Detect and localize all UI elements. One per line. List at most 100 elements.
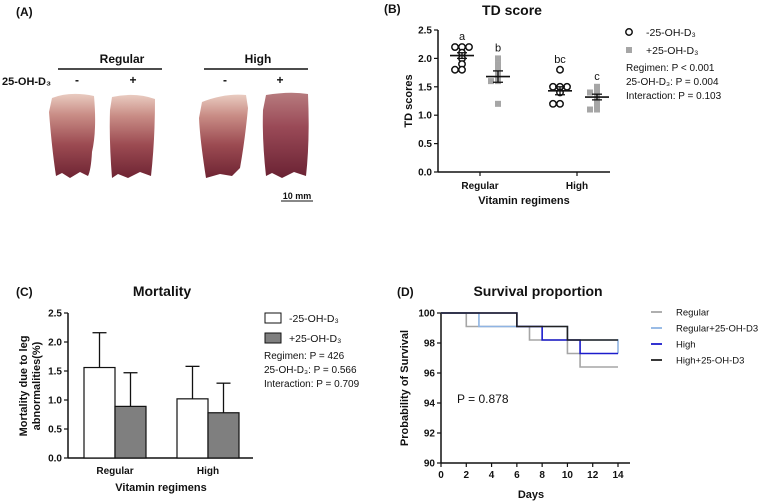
legend-label: High bbox=[676, 340, 696, 351]
x-tick-label: High bbox=[197, 466, 219, 477]
legend-swatch-grey bbox=[264, 332, 282, 344]
significance-letter: b bbox=[495, 42, 501, 54]
data-point bbox=[556, 65, 564, 74]
x-tick-label: High bbox=[566, 181, 588, 192]
data-point bbox=[549, 99, 557, 108]
panel-c: (C) Mortality 0.0 0.5 1.0 1.5 2.0 2.5 Regular Hig… bbox=[16, 283, 360, 494]
legend-swatch-white bbox=[264, 312, 282, 324]
panel-a: (A) Regular High 25-OH-D₃ - + - + 10 mm bbox=[2, 5, 313, 202]
y-tick-label: 96 bbox=[424, 369, 436, 380]
data-point bbox=[488, 78, 494, 85]
x-tick-label: 6 bbox=[514, 470, 520, 481]
legend-label: -25-OH-D₃ bbox=[289, 313, 339, 325]
bar bbox=[176, 398, 209, 459]
group-high-label: High bbox=[245, 52, 272, 66]
tibia-photo-high-minus bbox=[199, 94, 248, 178]
sign-regular-minus: - bbox=[75, 73, 79, 87]
sign-high-plus: + bbox=[276, 73, 283, 87]
sign-regular-plus: + bbox=[129, 73, 136, 87]
panel-d: (D) Survival proportion 90 92 94 96 98 100 0 2 4 6 8… bbox=[397, 283, 758, 501]
x-axis-title: Days bbox=[518, 489, 544, 501]
y-axis-title-line: Mortality due to leg bbox=[18, 336, 30, 437]
group-regular-label: Regular bbox=[100, 52, 145, 66]
chart-title: Survival proportion bbox=[473, 283, 602, 299]
panel-b: (B) TD score 0.0 0.5 1.0 1.5 2.0 2.5 Regular High… bbox=[384, 2, 722, 207]
x-tick-label: Regular bbox=[461, 181, 498, 192]
data-point bbox=[495, 100, 501, 107]
data-point bbox=[594, 106, 600, 113]
data-point bbox=[458, 65, 466, 74]
x-axis-title: Vitamin regimens bbox=[478, 195, 570, 207]
x-tick-label: 10 bbox=[562, 470, 574, 481]
x-tick-label: 2 bbox=[464, 470, 470, 481]
scale-bar-label: 10 mm bbox=[283, 191, 312, 201]
y-tick-label: 94 bbox=[424, 399, 436, 410]
data-point bbox=[495, 61, 501, 68]
y-axis-title: TD scores bbox=[403, 74, 415, 127]
y-tick-label: 2.0 bbox=[418, 54, 432, 65]
legend-label: +25-OH-D₃ bbox=[289, 333, 341, 345]
x-tick-label: 14 bbox=[612, 470, 624, 481]
stats-text: Regimen: P = 426 bbox=[264, 351, 345, 362]
factor-label: 25-OH-D₃ bbox=[2, 76, 51, 88]
x-axis-title: Vitamin regimens bbox=[115, 482, 207, 494]
y-tick-label: 100 bbox=[418, 309, 435, 320]
data-point bbox=[587, 106, 593, 113]
y-tick-label: 1.5 bbox=[48, 367, 62, 378]
data-point bbox=[594, 100, 600, 107]
data-point bbox=[451, 43, 459, 51]
stats-text: 25-OH-D₃: P = 0.566 bbox=[264, 365, 357, 376]
stats-text: Interaction: P = 0.103 bbox=[626, 91, 722, 102]
legend-label: -25-OH-D₃ bbox=[646, 27, 696, 39]
stats-text: Interaction: P = 0.709 bbox=[264, 379, 360, 390]
data-point bbox=[495, 66, 501, 73]
y-tick-label: 90 bbox=[424, 459, 436, 470]
y-tick-label: 1.5 bbox=[418, 82, 432, 93]
significance-letter: a bbox=[459, 31, 466, 43]
bar bbox=[114, 405, 147, 459]
bar bbox=[83, 366, 116, 459]
sign-high-minus: - bbox=[223, 73, 227, 87]
y-tick-label: 1.0 bbox=[418, 111, 432, 122]
y-tick-label: 0.5 bbox=[418, 139, 432, 150]
tibia-photo-regular-minus bbox=[49, 93, 96, 178]
chart-title: TD score bbox=[482, 2, 542, 18]
panel-d-label: (D) bbox=[397, 285, 414, 299]
x-tick-label: 12 bbox=[587, 470, 599, 481]
legend-label: +25-OH-D₃ bbox=[646, 45, 698, 57]
data-point bbox=[594, 83, 600, 90]
stats-text: 25-OH-D₃: P = 0.004 bbox=[626, 77, 719, 88]
legend-label: Regular bbox=[676, 308, 709, 319]
x-tick-label: 0 bbox=[438, 470, 444, 481]
x-tick-label: 4 bbox=[489, 470, 495, 481]
bar bbox=[207, 412, 240, 459]
data-point bbox=[451, 65, 459, 74]
y-tick-label: 1.0 bbox=[48, 396, 62, 407]
y-axis-title: Probability of Survival bbox=[399, 330, 411, 446]
y-axis-title-line: abnormalities(%) bbox=[31, 341, 43, 430]
legend-label: Regular+25-OH-D3 bbox=[676, 324, 758, 335]
data-point bbox=[587, 89, 593, 96]
significance-letter: bc bbox=[554, 54, 566, 66]
y-tick-label: 98 bbox=[424, 339, 436, 350]
y-tick-label: 2.5 bbox=[418, 26, 432, 37]
y-tick-label: 2.5 bbox=[48, 309, 62, 320]
panel-b-label: (B) bbox=[384, 2, 401, 16]
data-point bbox=[495, 55, 501, 62]
legend-marker-open-circle bbox=[625, 28, 633, 36]
y-axis-title: Mortality due to legabnormalities(%) bbox=[18, 336, 43, 437]
x-tick-label: 8 bbox=[539, 470, 545, 481]
data-point bbox=[465, 43, 473, 51]
y-tick-label: 92 bbox=[424, 429, 436, 440]
stats-text: Regimen: P < 0.001 bbox=[626, 63, 715, 74]
y-tick-label: 0.0 bbox=[418, 168, 432, 179]
chart-title: Mortality bbox=[133, 283, 192, 299]
legend-marker-grey-square bbox=[626, 47, 632, 53]
tibia-photo-regular-plus bbox=[109, 94, 155, 178]
y-tick-label: 2.0 bbox=[48, 338, 62, 349]
survival-curve-high-25-oh-d3 bbox=[441, 312, 618, 341]
y-tick-label: 0.0 bbox=[48, 454, 62, 465]
data-point bbox=[556, 99, 564, 108]
significance-letter: c bbox=[594, 71, 600, 83]
